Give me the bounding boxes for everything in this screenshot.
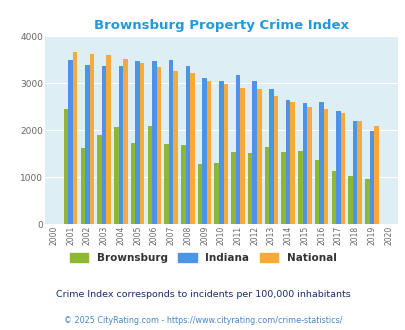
- Bar: [323, 109, 328, 224]
- Bar: [307, 107, 311, 224]
- Bar: [335, 111, 340, 224]
- Bar: [356, 121, 361, 224]
- Bar: [164, 144, 168, 224]
- Title: Brownsburg Property Crime Index: Brownsburg Property Crime Index: [94, 19, 348, 32]
- Bar: [202, 78, 206, 224]
- Bar: [90, 54, 94, 224]
- Bar: [331, 171, 335, 224]
- Bar: [347, 176, 352, 224]
- Bar: [147, 126, 152, 224]
- Bar: [102, 66, 106, 224]
- Bar: [68, 60, 72, 224]
- Bar: [135, 61, 139, 224]
- Bar: [64, 109, 68, 224]
- Legend: Brownsburg, Indiana, National: Brownsburg, Indiana, National: [65, 248, 340, 267]
- Bar: [181, 146, 185, 224]
- Bar: [373, 126, 378, 224]
- Bar: [197, 164, 202, 224]
- Bar: [285, 100, 290, 224]
- Bar: [302, 103, 307, 224]
- Bar: [369, 131, 373, 224]
- Bar: [314, 160, 319, 224]
- Text: © 2025 CityRating.com - https://www.cityrating.com/crime-statistics/: © 2025 CityRating.com - https://www.city…: [64, 316, 341, 325]
- Bar: [231, 152, 235, 224]
- Bar: [130, 143, 135, 224]
- Bar: [235, 75, 240, 224]
- Bar: [72, 52, 77, 224]
- Bar: [240, 87, 244, 224]
- Bar: [256, 89, 261, 224]
- Bar: [214, 163, 218, 224]
- Bar: [269, 89, 273, 224]
- Bar: [206, 82, 211, 224]
- Bar: [123, 59, 127, 224]
- Bar: [118, 66, 123, 224]
- Bar: [297, 150, 302, 224]
- Bar: [190, 74, 194, 224]
- Bar: [97, 135, 102, 224]
- Bar: [290, 102, 294, 224]
- Bar: [139, 63, 144, 224]
- Bar: [152, 61, 156, 224]
- Bar: [319, 102, 323, 224]
- Bar: [173, 71, 177, 224]
- Bar: [85, 65, 90, 224]
- Bar: [106, 55, 111, 224]
- Bar: [252, 82, 256, 224]
- Bar: [273, 96, 277, 224]
- Bar: [80, 148, 85, 224]
- Bar: [264, 147, 269, 224]
- Bar: [114, 127, 118, 224]
- Bar: [156, 67, 161, 224]
- Bar: [185, 66, 190, 224]
- Bar: [168, 60, 173, 224]
- Bar: [218, 81, 223, 224]
- Bar: [340, 114, 344, 224]
- Bar: [364, 179, 369, 224]
- Bar: [281, 152, 285, 224]
- Text: Crime Index corresponds to incidents per 100,000 inhabitants: Crime Index corresponds to incidents per…: [55, 290, 350, 299]
- Bar: [247, 153, 252, 224]
- Bar: [352, 121, 356, 224]
- Bar: [223, 84, 228, 224]
